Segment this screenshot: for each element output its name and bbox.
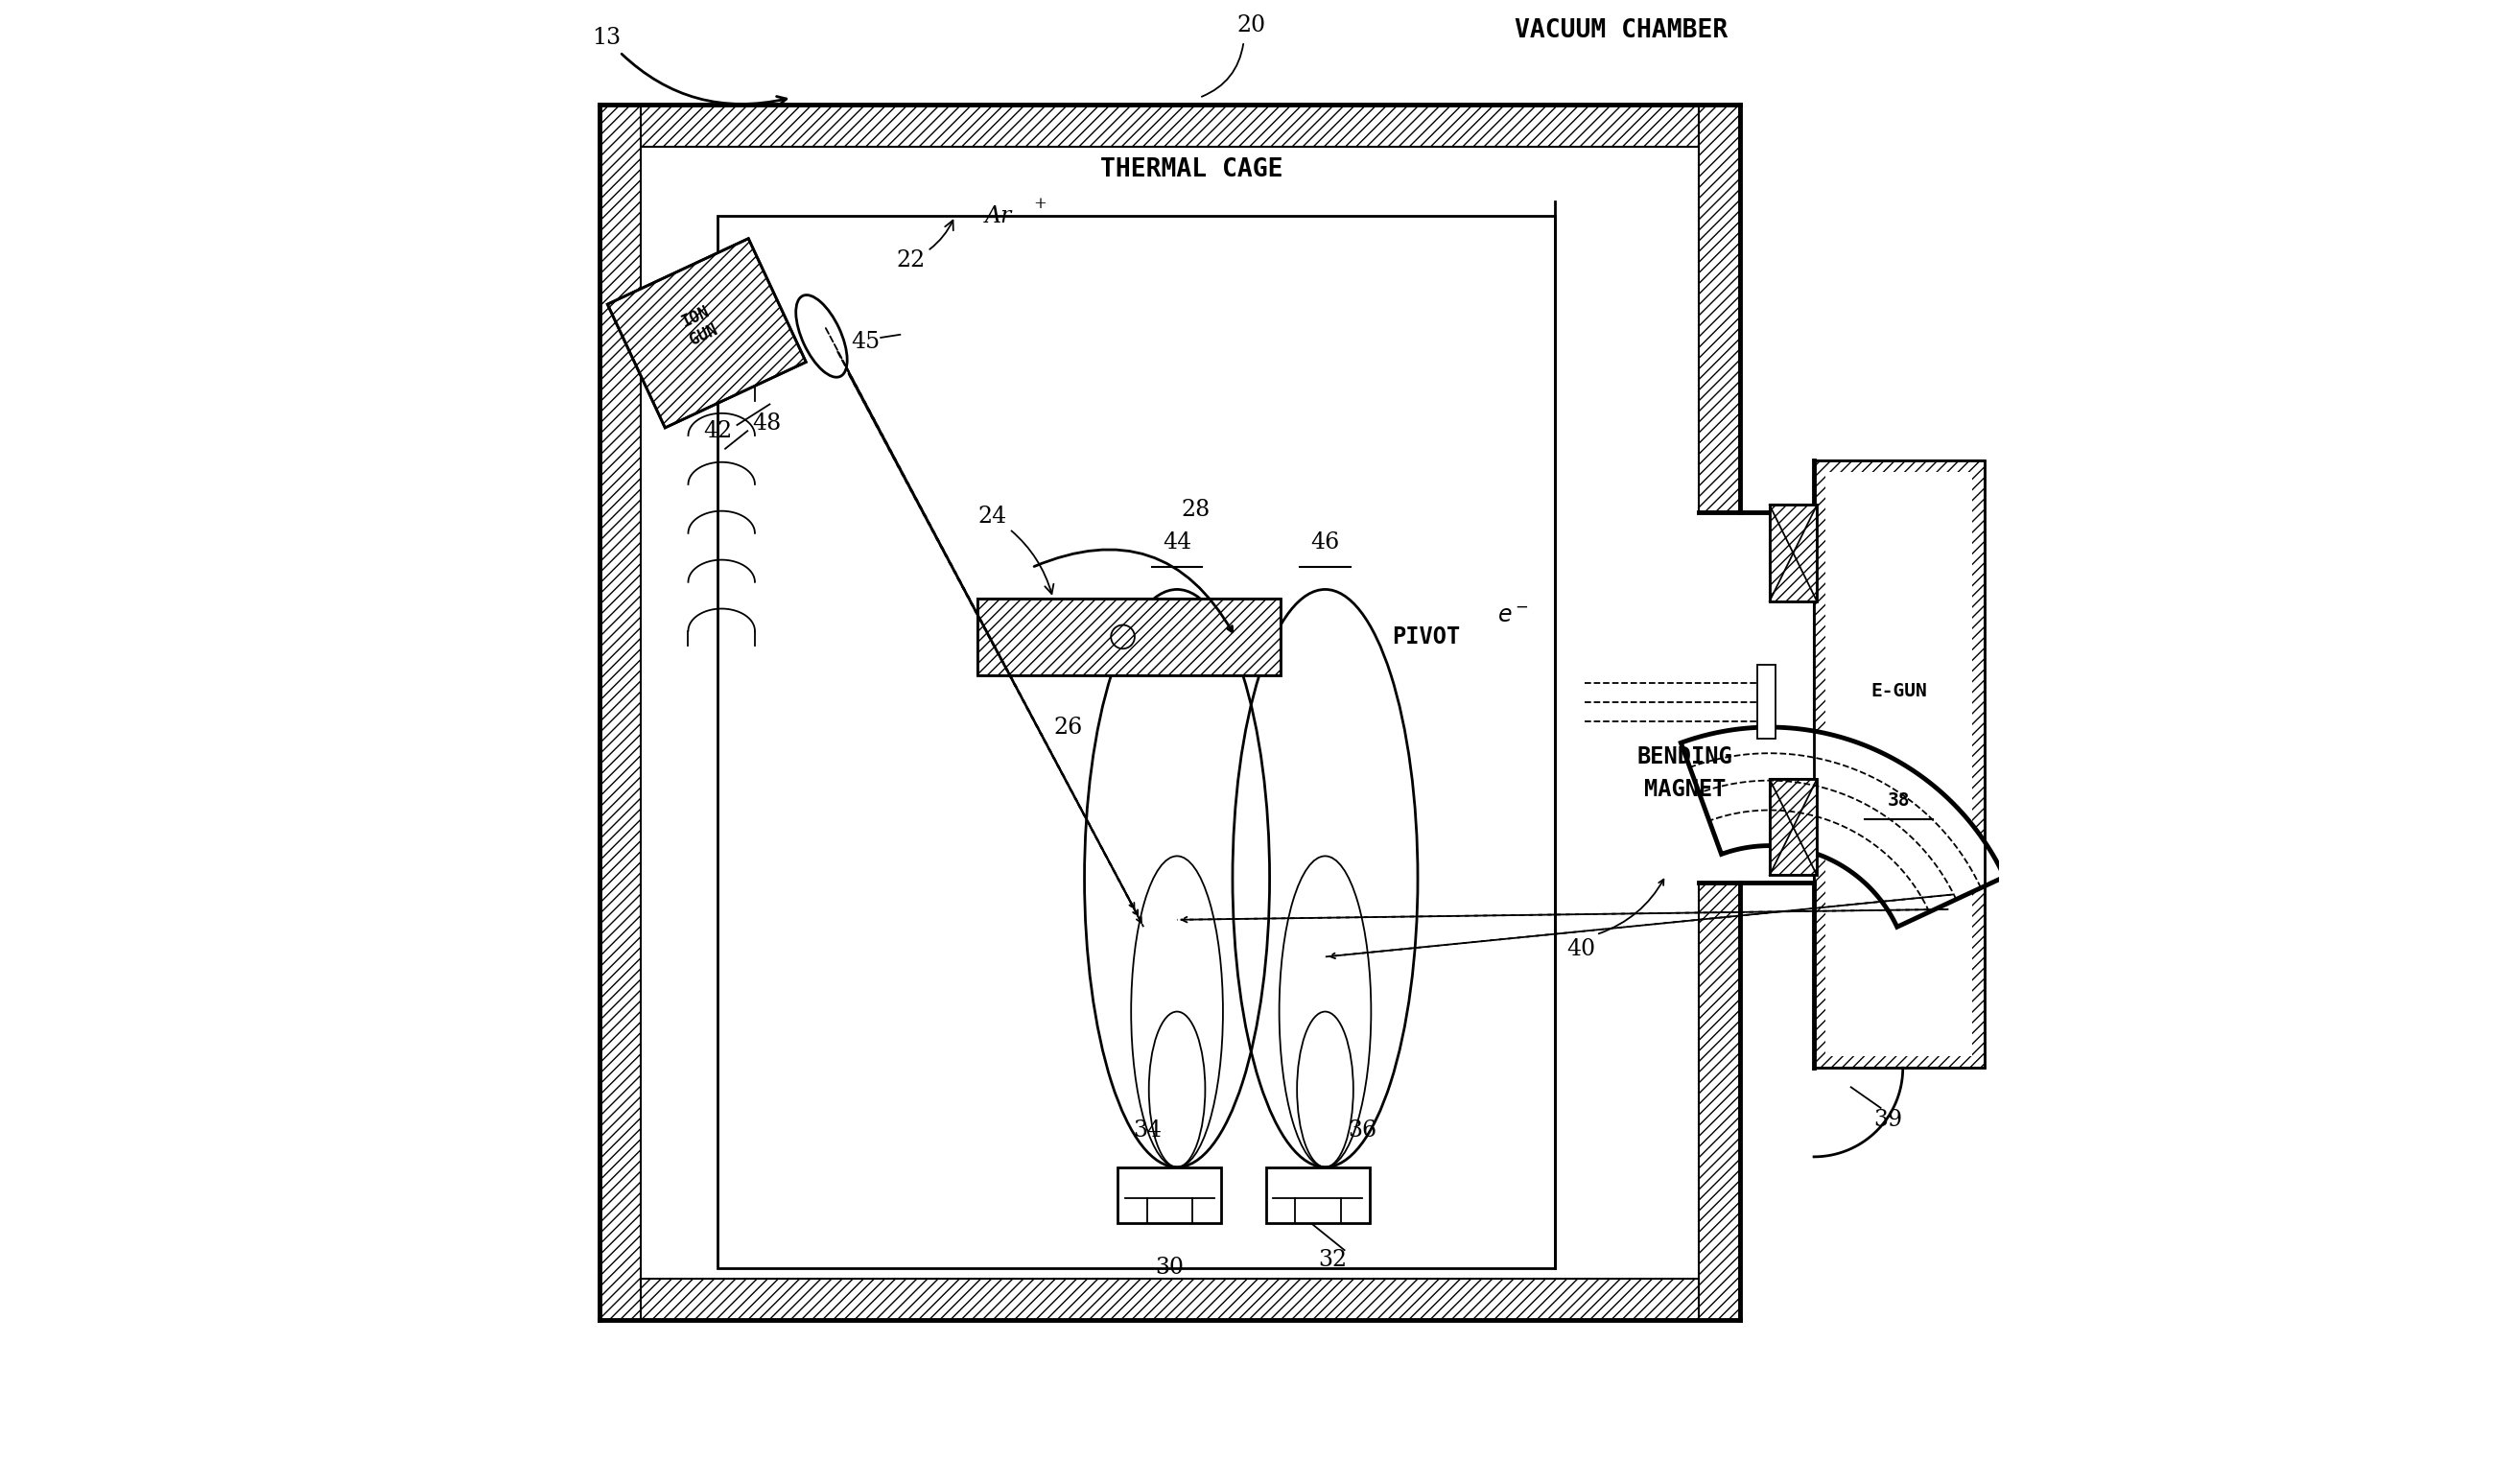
Text: 48: 48 <box>753 413 780 435</box>
Text: 39: 39 <box>1873 1109 1903 1131</box>
Text: 44: 44 <box>1163 531 1191 554</box>
Text: 22: 22 <box>896 220 954 272</box>
Bar <box>1266 1166 1369 1223</box>
Text: ION
GUN: ION GUN <box>680 303 720 349</box>
Text: 28: 28 <box>1180 499 1211 521</box>
Bar <box>1769 779 1817 876</box>
Text: MAGNET: MAGNET <box>1644 778 1727 801</box>
Text: 38: 38 <box>1888 791 1910 810</box>
Text: 30: 30 <box>1155 1257 1183 1279</box>
Bar <box>599 1278 1739 1319</box>
Bar <box>1769 505 1817 601</box>
Text: Ar: Ar <box>984 205 1012 227</box>
Bar <box>717 217 1556 1267</box>
Text: E-GUN: E-GUN <box>1870 683 1928 700</box>
Text: PIVOT: PIVOT <box>1392 625 1460 649</box>
Text: +: + <box>1034 196 1047 212</box>
Bar <box>1769 779 1817 876</box>
Bar <box>1699 883 1739 1319</box>
Bar <box>1757 665 1774 739</box>
Ellipse shape <box>795 295 848 377</box>
Text: 45: 45 <box>851 331 881 353</box>
Text: 32: 32 <box>1319 1250 1347 1272</box>
Polygon shape <box>1681 727 2004 928</box>
Bar <box>1118 1166 1221 1223</box>
Bar <box>642 147 1699 1278</box>
Text: 13: 13 <box>591 27 785 105</box>
Text: 36: 36 <box>1347 1119 1377 1141</box>
Bar <box>1769 505 1817 601</box>
Text: $e^-$: $e^-$ <box>1498 605 1530 628</box>
Text: 42: 42 <box>702 420 732 442</box>
Text: 40: 40 <box>1568 938 1596 960</box>
Polygon shape <box>607 239 805 427</box>
Bar <box>1815 460 1983 1068</box>
Text: 24: 24 <box>977 506 1055 594</box>
Bar <box>1699 105 1739 512</box>
Bar <box>599 105 642 1319</box>
Bar <box>977 598 1281 675</box>
Text: 26: 26 <box>1055 717 1082 738</box>
Bar <box>1815 460 1983 1068</box>
Text: BENDING: BENDING <box>1636 745 1732 769</box>
Text: THERMAL CAGE: THERMAL CAGE <box>1100 157 1284 183</box>
Text: VACUUM CHAMBER: VACUUM CHAMBER <box>1515 18 1729 43</box>
Bar <box>977 598 1281 675</box>
Text: 46: 46 <box>1311 531 1339 554</box>
Bar <box>1825 472 1973 1057</box>
Bar <box>599 105 1739 147</box>
Text: 20: 20 <box>1236 15 1266 37</box>
Text: 34: 34 <box>1133 1119 1163 1141</box>
